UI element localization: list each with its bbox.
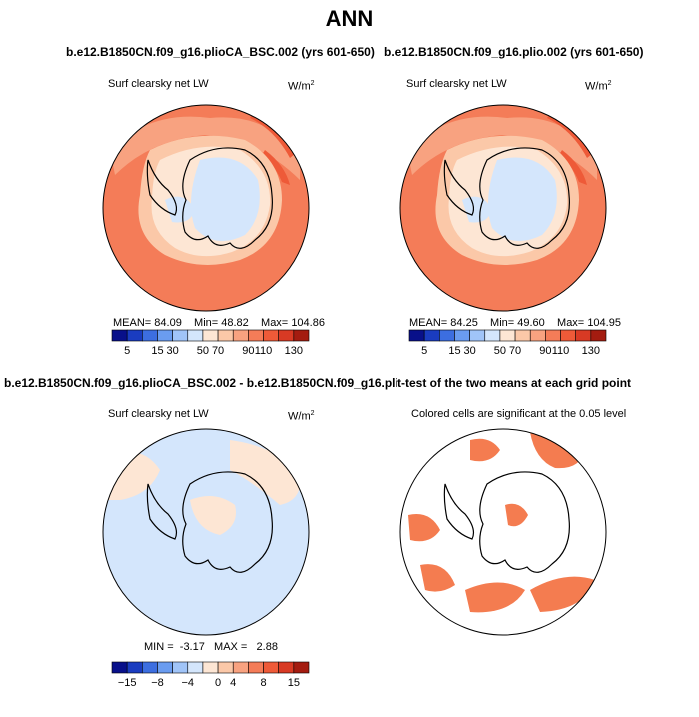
panel3-colorbar-swatch (187, 661, 204, 674)
panel1-colorbar-swatch (217, 329, 234, 342)
panel2-stats: MEAN= 84.25 Min= 49.60 Max= 104.95 (409, 317, 621, 329)
panel1-colorbar-tick-label: 110 (255, 345, 273, 357)
panel1-colorbar-tick-label: 30 (166, 345, 178, 357)
panel3-colorbar-swatch (263, 661, 279, 674)
panel2-colorbar-tick-label: 70 (509, 345, 521, 357)
panel3-units: W/m2 (288, 410, 315, 423)
panel2-colorbar-swatch (408, 329, 425, 342)
panel4-field (400, 429, 606, 635)
panel2-colorbar-tick-label: 30 (463, 345, 475, 357)
panel2-colorbar: 5 15 30 50 70 90 110 130 (408, 329, 607, 357)
panel1-colorbar-swatch (202, 329, 219, 342)
panel1-colorbar-swatch (126, 329, 143, 342)
panel3-colorbar-swatch (202, 661, 219, 674)
panel3-colorbar-swatch (278, 661, 295, 674)
panel1-colorbar-tick-label: 5 (124, 345, 130, 357)
panel1-colorbar-tick-label: 15 (151, 345, 163, 357)
panel1-variable: Surf clearsky net LW (108, 78, 209, 90)
panel2-field (400, 105, 606, 311)
panel3-colorbar-tick-label: −8 (151, 677, 164, 689)
panel3-colorbar-swatch (111, 661, 128, 674)
main-title: ANN (325, 6, 374, 31)
panel1-colorbar-tick-label: 90 (242, 345, 254, 357)
panel2-colorbar-swatch (590, 329, 607, 342)
panel2-colorbar-swatch (439, 329, 455, 342)
panel1-colorbar-swatch (111, 329, 128, 342)
panel1-colorbar-swatch (157, 329, 173, 342)
panel2-colorbar-tick-label: 5 (421, 345, 427, 357)
panel2-colorbar-tick-label: 130 (582, 345, 600, 357)
panel2-colorbar-swatch (514, 329, 531, 342)
panel1-colorbar: 5 15 30 50 70 90 110 130 (111, 329, 310, 357)
panel2-colorbar-swatch (560, 329, 576, 342)
panel3-colorbar-tick-label: 8 (260, 677, 266, 689)
panel2-colorbar-swatch (484, 329, 501, 342)
panel3-colorbar-tick-label: −4 (181, 677, 194, 689)
panel4-variable: Colored cells are significant at the 0.0… (411, 408, 627, 420)
panel2-colorbar-tick-label: 50 (494, 345, 506, 357)
panel3-colorbar-swatch (248, 661, 264, 674)
panel1-colorbar-tick-label: 70 (212, 345, 224, 357)
panel3-colorbar: −15 −8 −4 0 4 8 15 (111, 661, 310, 689)
panel1-units: W/m2 (288, 80, 315, 93)
panel1-colorbar-swatch (248, 329, 264, 342)
panel3-colorbar-swatch (126, 661, 143, 674)
panel1-stats: MEAN= 84.09 Min= 48.82 Max= 104.86 (113, 317, 325, 329)
panel1-colorbar-tick-label: 130 (285, 345, 303, 357)
panel1-colorbar-swatch (232, 329, 249, 342)
panel3-colorbar-tick-label: 0 (215, 677, 221, 689)
panel2-colorbar-tick-label: 15 (448, 345, 460, 357)
panel2-title: b.e12.B1850CN.f09_g16.plio.002 (yrs 601-… (384, 45, 644, 59)
panel3-colorbar-swatch (232, 661, 249, 674)
panel2-colorbar-tick-label: 110 (552, 345, 570, 357)
panel2-colorbar-tick-label: 90 (539, 345, 551, 357)
panel1-colorbar-swatch (263, 329, 279, 342)
panel1-colorbar-swatch (142, 329, 158, 342)
panel3-colorbar-swatch (172, 661, 189, 674)
panel2-colorbar-swatch (454, 329, 470, 342)
panel2-units: W/m2 (585, 80, 612, 93)
panel1-colorbar-swatch (187, 329, 204, 342)
panel2-colorbar-swatch (545, 329, 561, 342)
panel2-colorbar-swatch (575, 329, 592, 342)
panel3-variable: Surf clearsky net LW (108, 408, 209, 420)
panel2-colorbar-swatch (529, 329, 546, 342)
panel1-title: b.e12.B1850CN.f09_g16.plioCA_BSC.002 (yr… (66, 45, 375, 59)
panel2-colorbar-swatch (423, 329, 440, 342)
panel3-colorbar-tick-label: 15 (288, 677, 300, 689)
panel3-title: b.e12.B1850CN.f09_g16.plioCA_BSC.002 - b… (4, 376, 430, 390)
panel3-colorbar-swatch (217, 661, 234, 674)
panel3-colorbar-swatch (142, 661, 158, 674)
panel2-variable: Surf clearsky net LW (406, 78, 507, 90)
panel3-colorbar-tick-label: 4 (230, 677, 236, 689)
panel1-colorbar-swatch (278, 329, 295, 342)
panel3-stats: MIN = -3.17 MAX = 2.88 (144, 641, 278, 653)
panel3-colorbar-tick-label: −15 (118, 677, 137, 689)
panel4-title: t-test of the two means at each grid poi… (397, 376, 632, 390)
panel3-field (103, 429, 309, 635)
panel2-colorbar-swatch (499, 329, 516, 342)
panel1-colorbar-swatch (172, 329, 189, 342)
panel1-colorbar-swatch (293, 329, 310, 342)
panel3-colorbar-swatch (293, 661, 310, 674)
panel3-colorbar-swatch (157, 661, 173, 674)
panel1-colorbar-tick-label: 50 (197, 345, 209, 357)
panel1-field (103, 105, 309, 311)
panel2-colorbar-swatch (469, 329, 486, 342)
